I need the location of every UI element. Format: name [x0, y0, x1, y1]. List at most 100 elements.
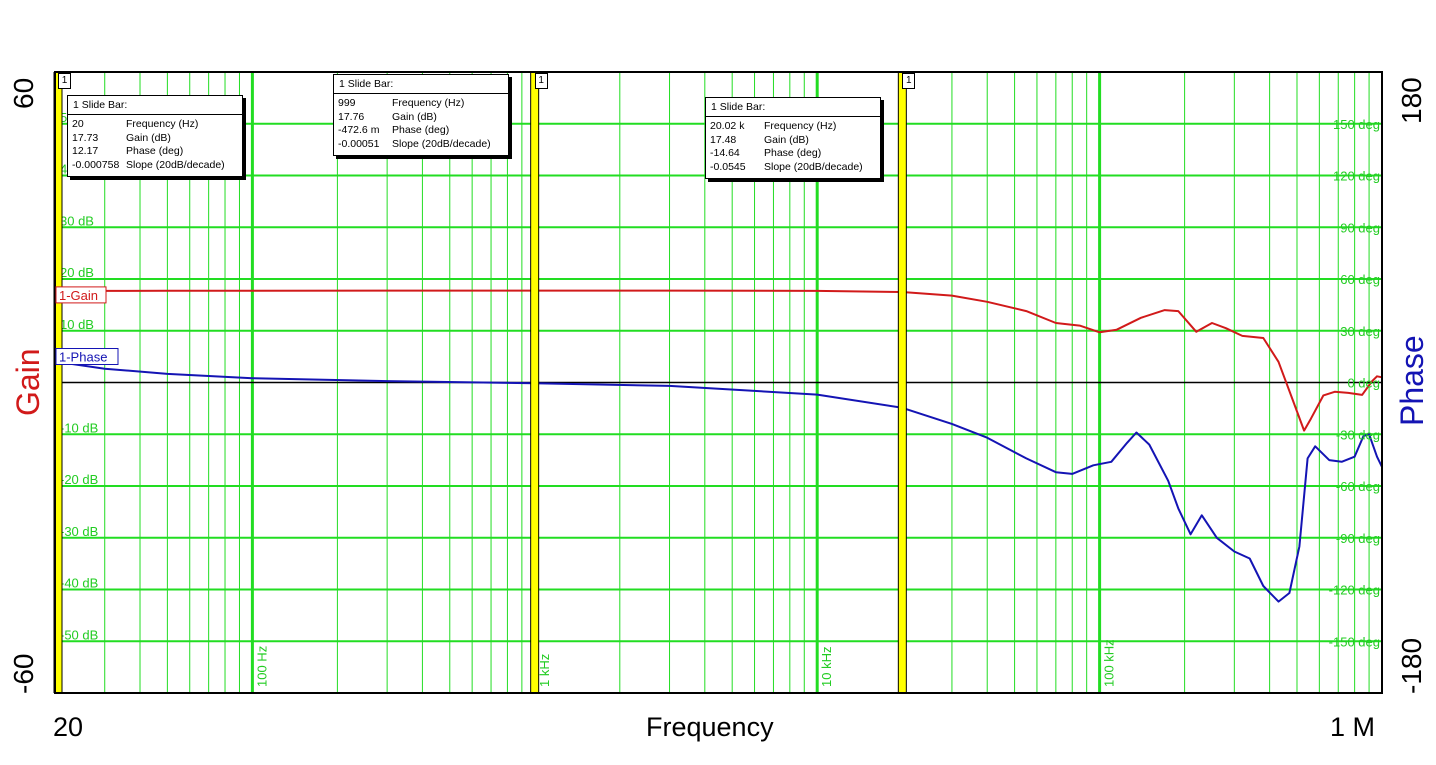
- y-right-tick-label: 150 deg: [1333, 117, 1380, 132]
- slide-bar-readout-rows: 20 Frequency (Hz) 17.73 Gain (dB) 12.17 Phase…: [68, 115, 242, 176]
- y-right-top-label: 180: [1396, 70, 1432, 124]
- slide-bar-readout-box: 1 Slide Bar: 20.02 k Frequency (Hz) 17.48 Ga…: [705, 97, 881, 179]
- readout-value: -14.64: [710, 147, 740, 159]
- y-left-axis-title: Gain: [10, 346, 50, 416]
- slide-bar-readout-row: -472.6 m Phase (deg): [338, 124, 504, 138]
- readout-value: -472.6 m: [338, 124, 380, 136]
- readout-label: Frequency (Hz): [392, 97, 465, 109]
- x-tick-label: 1 kHz: [537, 654, 552, 687]
- readout-value: 17.73: [72, 131, 99, 144]
- y-left-tick-label: 20 dB: [60, 265, 94, 280]
- slide-bar-flag[interactable]: 1: [534, 73, 548, 89]
- readout-value: 20: [72, 118, 84, 130]
- y-right-tick-label: -90 deg: [1336, 531, 1380, 546]
- slide-bar-readout-box: 1 Slide Bar: 999 Frequency (Hz) 17.76 Gain (…: [333, 74, 509, 156]
- series-labels: 1-Gain 1-Phase: [55, 286, 119, 366]
- readout-label: Phase (deg): [392, 124, 450, 136]
- slide-bar-readout-box: 1 Slide Bar: 20 Frequency (Hz) 17.73 Gain (d…: [67, 95, 243, 177]
- slide-bar-flag[interactable]: 1: [58, 73, 71, 89]
- y-right-tick-label: 90 deg: [1340, 220, 1380, 235]
- readout-label: Slope (20dB/decade): [126, 158, 225, 171]
- readout-label: Phase (deg): [126, 145, 184, 157]
- readout-label: Slope (20dB/decade): [392, 137, 491, 150]
- slide-bar-readout-title: 1 Slide Bar:: [68, 96, 242, 115]
- y-right-bottom-label: -180: [1396, 630, 1432, 694]
- y-left-axis-title-text: Gain: [10, 348, 46, 416]
- y-left-tick-label: 5: [60, 110, 67, 125]
- slide-bar-readout-rows: 999 Frequency (Hz) 17.76 Gain (dB) -472.6 m P…: [334, 94, 508, 155]
- slide-bar-readout-title: 1 Slide Bar:: [334, 75, 508, 94]
- readout-label: Gain (dB): [126, 131, 171, 144]
- x-max-label: 1 M: [1330, 712, 1376, 742]
- series-label-gain: 1-Gain: [59, 288, 98, 303]
- slide-bar-readout-row: -0.000758 Slope (20dB/decade): [72, 159, 238, 173]
- slide-bar-readout-title: 1 Slide Bar:: [706, 98, 880, 117]
- readout-value: -0.0545: [710, 160, 746, 173]
- y-left-top-text: 60: [8, 77, 39, 109]
- x-tick-label: 100 kHz: [1102, 639, 1117, 687]
- readout-label: Frequency (Hz): [126, 118, 199, 130]
- slide-bar-readout-row: 20 Frequency (Hz): [72, 118, 238, 132]
- readout-value: 999: [338, 97, 356, 109]
- y-right-bottom-text: -180: [1396, 637, 1427, 694]
- readout-value: 20.02 k: [710, 120, 745, 132]
- y-left-tick-label: -40 dB: [60, 576, 98, 591]
- y-left-tick-label: -30 dB: [60, 524, 98, 539]
- y-left-tick-label: -50 dB: [60, 627, 98, 642]
- y-right-tick-label: 30 deg: [1340, 324, 1380, 339]
- y-left-tick-label: -20 dB: [60, 472, 98, 487]
- slide-bar-3: [898, 72, 907, 693]
- y-right-axis-title: Phase: [1394, 335, 1434, 426]
- readout-label: Gain (dB): [764, 133, 809, 146]
- series-label-phase-box: [55, 348, 119, 366]
- y-right-tick-label: -120 deg: [1329, 583, 1380, 598]
- slide-bar-flag[interactable]: 1: [902, 73, 916, 89]
- readout-value: 17.48: [710, 133, 737, 146]
- y-left-bottom-label: -60: [8, 648, 56, 694]
- series-label-phase: 1-Phase: [59, 350, 107, 365]
- slide-bar-readout-row: -0.0545 Slope (20dB/decade): [710, 161, 876, 175]
- slide-bar-readout-row: 20.02 k Frequency (Hz): [710, 120, 876, 134]
- y-right-tick-label: 60 deg: [1340, 272, 1380, 287]
- readout-label: Gain (dB): [392, 110, 437, 123]
- x-tick-label: 10 kHz: [819, 647, 834, 687]
- y-left-tick-label: -10 dB: [60, 420, 98, 435]
- y-left-bottom-text: -60: [8, 653, 39, 694]
- series-line-1-gain: [54, 289, 1383, 432]
- slide-bar-readout-row: -14.64 Phase (deg): [710, 147, 876, 161]
- y-right-axis-title-text: Phase: [1394, 335, 1430, 426]
- slide-bar-readout-row: 999 Frequency (Hz): [338, 97, 504, 111]
- series-group: [54, 289, 1383, 603]
- y-left-tick-label: 4: [60, 162, 67, 177]
- readout-label: Frequency (Hz): [764, 120, 837, 132]
- slide-bar-readout-rows: 20.02 k Frequency (Hz) 17.48 Gain (dB) -14.6…: [706, 117, 880, 178]
- y-right-tick-label: 120 deg: [1333, 169, 1380, 184]
- y-right-top-text: 180: [1396, 77, 1427, 124]
- y-right-tick-label: 0 deg: [1347, 376, 1380, 391]
- slide-bar-readout-row: 17.76 Gain (dB): [338, 111, 504, 125]
- readout-value: -0.000758: [72, 158, 120, 171]
- y-left-tick-label: 10 dB: [60, 317, 94, 332]
- x-min-label: 20: [53, 712, 84, 742]
- slide-bar-readout-row: 17.73 Gain (dB): [72, 132, 238, 146]
- slide-bar-1: [54, 72, 62, 693]
- readout-value: -0.00051: [338, 137, 380, 150]
- plot-frame: [54, 71, 1383, 694]
- slide-bar-readout-row: -0.00051 Slope (20dB/decade): [338, 138, 504, 152]
- slide-bar-2: [530, 72, 539, 693]
- series-line-1-phase: [54, 360, 1383, 603]
- y-right-tick-label: -150 deg: [1329, 634, 1380, 649]
- readout-label: Slope (20dB/decade): [764, 160, 863, 173]
- tick-labels: 5 4 30 dB 20 dB 10 dB -10 dB -20 dB -30 dB -40 d…: [60, 110, 1380, 687]
- x-axis-title: Frequency: [646, 712, 774, 742]
- x-tick-label: 100 Hz: [254, 646, 269, 687]
- readout-value: 12.17: [72, 145, 99, 157]
- y-left-tick-label: 30 dB: [60, 213, 94, 228]
- y-right-tick-label: -60 deg: [1336, 479, 1380, 494]
- slide-bar-readout-row: 12.17 Phase (deg): [72, 145, 238, 159]
- readout-label: Phase (deg): [764, 147, 822, 159]
- slide-bar-readout-row: 17.48 Gain (dB): [710, 134, 876, 148]
- y-right-tick-label: -30 deg: [1336, 427, 1380, 442]
- y-left-top-label: 60: [8, 73, 56, 109]
